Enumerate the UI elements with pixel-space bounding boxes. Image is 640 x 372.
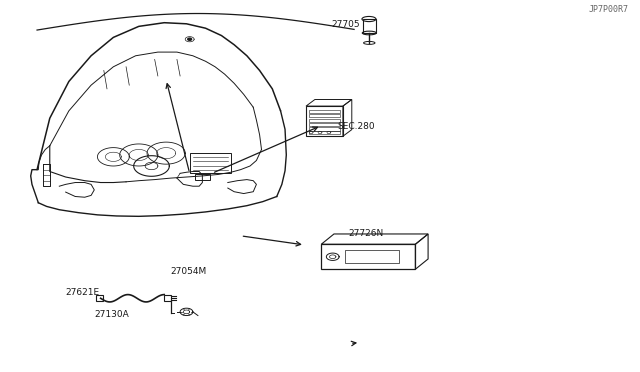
Text: 27054M: 27054M: [171, 267, 207, 276]
Bar: [309, 131, 340, 134]
Circle shape: [188, 38, 191, 40]
Bar: [306, 106, 343, 136]
Text: JP7P00R7: JP7P00R7: [588, 4, 628, 13]
Bar: [189, 153, 231, 173]
Bar: [346, 250, 399, 263]
Bar: [309, 114, 340, 118]
Text: 27130A: 27130A: [94, 310, 129, 319]
Bar: [96, 295, 102, 301]
Text: 27726N: 27726N: [349, 229, 384, 238]
Bar: [309, 110, 340, 113]
Text: 27621E: 27621E: [66, 288, 100, 296]
Bar: [164, 295, 172, 301]
Bar: [321, 244, 415, 269]
Bar: [309, 128, 340, 131]
Bar: [363, 19, 376, 33]
Bar: [309, 123, 340, 126]
Text: 27705: 27705: [332, 20, 360, 29]
Text: SEC.280: SEC.280: [338, 122, 376, 131]
Bar: [195, 174, 210, 180]
Bar: [309, 119, 340, 122]
